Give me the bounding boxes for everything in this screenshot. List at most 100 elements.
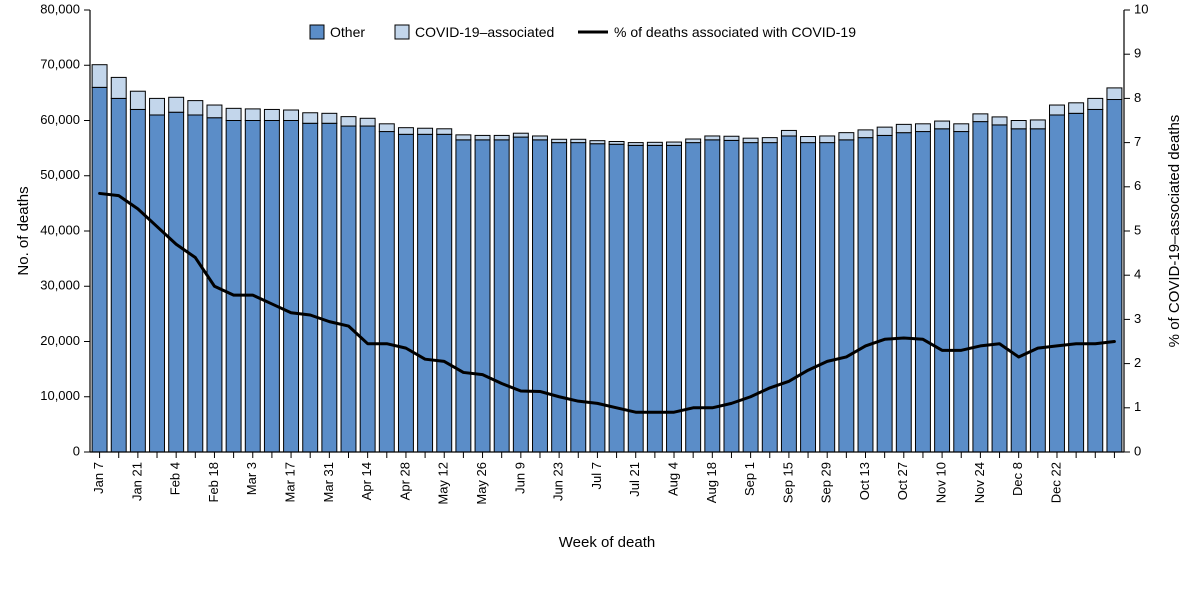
bar-covid	[877, 127, 892, 135]
bar-other	[188, 115, 203, 452]
bar-covid	[437, 129, 452, 135]
bar-covid	[686, 139, 701, 143]
bar-covid	[150, 98, 165, 115]
bar-covid	[1107, 88, 1122, 100]
bar-other	[494, 140, 509, 452]
x-tick-label: Jun 9	[512, 462, 527, 494]
bar-covid	[743, 138, 758, 142]
y1-tick-label: 60,000	[40, 112, 80, 127]
bar-other	[762, 143, 777, 452]
bar-covid	[724, 136, 739, 140]
x-tick-label: Apr 14	[359, 462, 374, 500]
bar-covid	[92, 65, 107, 88]
bar-other	[418, 134, 433, 452]
bar-other	[820, 143, 835, 452]
y1-tick-label: 70,000	[40, 57, 80, 72]
bar-covid	[111, 77, 126, 98]
bar-other	[628, 145, 643, 452]
bar-other	[303, 123, 318, 452]
bar-covid	[379, 124, 394, 132]
bar-covid	[303, 113, 318, 123]
bar-other	[647, 145, 662, 452]
bar-covid	[954, 124, 969, 132]
x-tick-label: Aug 18	[704, 462, 719, 503]
x-tick-label: Sep 1	[742, 462, 757, 496]
bar-other	[839, 140, 854, 452]
x-tick-label: May 12	[436, 462, 451, 505]
bar-covid	[647, 142, 662, 145]
y2-tick-label: 3	[1134, 311, 1141, 326]
bar-other	[264, 121, 279, 453]
bar-covid	[475, 135, 490, 139]
bar-other	[169, 112, 184, 452]
y2-tick-label: 0	[1134, 443, 1141, 458]
y2-tick-label: 9	[1134, 46, 1141, 61]
x-tick-label: Oct 13	[857, 462, 872, 500]
bar-covid	[245, 109, 260, 121]
y1-tick-label: 30,000	[40, 278, 80, 293]
bar-covid	[992, 117, 1007, 125]
bar-covid	[571, 139, 586, 142]
bar-covid	[705, 136, 720, 140]
bar-other	[398, 134, 413, 452]
bar-other	[954, 132, 969, 452]
bar-other	[781, 136, 796, 452]
bar-other	[858, 138, 873, 452]
bar-other	[935, 129, 950, 452]
y1-tick-label: 20,000	[40, 333, 80, 348]
chart-svg: 010,00020,00030,00040,00050,00060,00070,…	[0, 0, 1199, 602]
y2-tick-label: 1	[1134, 399, 1141, 414]
bar-covid	[226, 108, 241, 120]
bar-covid	[398, 128, 413, 135]
y1-tick-label: 0	[73, 443, 80, 458]
x-tick-label: Jun 23	[551, 462, 566, 501]
legend-label-other: Other	[330, 24, 365, 40]
bar-covid	[1011, 121, 1026, 129]
bar-other	[456, 140, 471, 452]
bar-covid	[781, 130, 796, 136]
x-tick-label: Sep 15	[780, 462, 795, 503]
bar-other	[475, 140, 490, 452]
bar-covid	[169, 97, 184, 112]
bar-covid	[284, 110, 299, 120]
bar-other	[801, 143, 816, 452]
bar-covid	[1088, 98, 1103, 109]
bar-covid	[839, 133, 854, 140]
y2-tick-label: 8	[1134, 90, 1141, 105]
bar-other	[743, 143, 758, 452]
x-tick-label: Aug 4	[665, 462, 680, 496]
bar-covid	[188, 101, 203, 115]
bar-other	[1050, 115, 1065, 452]
x-axis-title: Week of death	[559, 534, 655, 551]
bar-other	[1069, 113, 1084, 452]
bar-covid	[341, 117, 356, 126]
legend-swatch-covid	[395, 25, 409, 39]
bar-covid	[935, 121, 950, 129]
x-tick-label: Feb 18	[206, 462, 221, 502]
x-tick-label: Jul 21	[627, 462, 642, 497]
bar-covid	[207, 105, 222, 118]
bar-covid	[130, 91, 145, 109]
bar-other	[896, 133, 911, 452]
x-tick-label: Feb 4	[168, 462, 183, 495]
bar-covid	[533, 136, 548, 140]
y2-tick-label: 10	[1134, 1, 1148, 16]
bar-other	[571, 143, 586, 452]
y1-axis-title: No. of deaths	[15, 186, 32, 275]
bar-covid	[590, 141, 605, 144]
x-tick-label: Dec 8	[1010, 462, 1025, 496]
bar-other	[437, 134, 452, 452]
y1-tick-label: 10,000	[40, 388, 80, 403]
bar-other	[552, 143, 567, 452]
x-tick-label: Apr 28	[397, 462, 412, 500]
bar-other	[226, 121, 241, 453]
x-tick-label: Mar 17	[282, 462, 297, 502]
x-tick-label: Oct 27	[895, 462, 910, 500]
x-tick-label: Nov 10	[934, 462, 949, 503]
bar-other	[360, 126, 375, 452]
bar-covid	[418, 128, 433, 134]
y1-tick-label: 40,000	[40, 222, 80, 237]
x-tick-label: Dec 22	[1048, 462, 1063, 503]
x-tick-label: Sep 29	[819, 462, 834, 503]
legend-label-covid: COVID-19–associated	[415, 24, 554, 40]
